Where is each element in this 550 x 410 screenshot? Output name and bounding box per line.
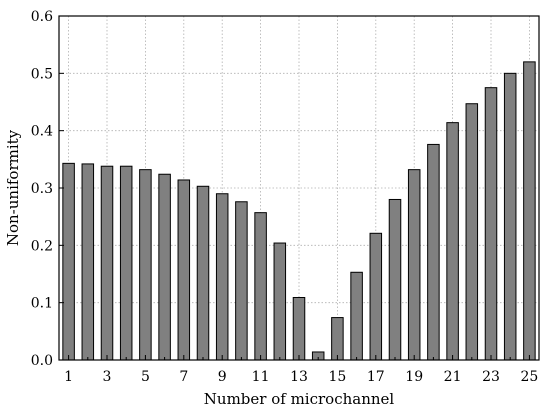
x-tick-label: 3 [103,369,112,385]
bar-21 [446,122,459,361]
bar-7 [177,179,191,361]
x-tick-label: 7 [179,369,188,385]
x-tick-labels: 1 3 5 7 9 11 13 15 17 19 21 23 25 [64,369,538,385]
bar-19 [407,169,421,361]
x-tick-label: 5 [141,369,150,385]
bar-20 [427,143,440,361]
bar-4 [119,165,133,361]
x-tick-label: 21 [444,369,462,385]
y-tick-label: 0.2 [31,238,53,254]
bar-2 [81,163,95,361]
x-tick-label: 15 [328,369,346,385]
x-tick-label: 13 [290,369,308,385]
bar-9 [215,193,229,361]
x-tick-label: 23 [482,369,500,385]
y-tick-label: 0.0 [31,353,53,369]
x-tick-label: 9 [218,369,227,385]
bar-8 [196,185,210,361]
bar-17 [369,232,383,361]
bar-11 [254,212,267,361]
y-tick-label: 0.4 [31,124,53,140]
y-tick-label: 0.6 [31,9,53,25]
y-tick-label: 0.3 [31,181,53,197]
bar-1 [62,162,75,361]
bar-23 [484,87,498,361]
y-axis-label: Non-uniformity [4,129,22,246]
x-tick-label: 19 [405,369,423,385]
y-tick-label: 0.5 [31,66,53,82]
bar-25 [523,61,536,361]
bar-22 [465,103,479,361]
bars [62,61,536,361]
x-axis-label: Number of microchannel [204,390,395,408]
y-tick-label: 0.1 [31,296,53,312]
x-tick-label: 25 [520,369,538,385]
bar-24 [503,72,517,361]
bar-12 [273,242,287,361]
bar-5 [139,169,152,361]
x-tick-label: 11 [252,369,270,385]
x-tick-label: 1 [64,369,73,385]
bar-3 [100,165,114,361]
axis-ticks [59,15,530,361]
bar-13 [292,297,306,361]
x-tick-label: 17 [367,369,385,385]
bar-15 [331,317,344,361]
bar-16 [350,271,363,361]
bar-10 [235,201,248,361]
y-tick-labels: 0.0 0.1 0.2 0.3 0.4 0.5 0.6 [31,9,53,369]
bar-6 [158,173,171,361]
bar-18 [388,198,402,361]
